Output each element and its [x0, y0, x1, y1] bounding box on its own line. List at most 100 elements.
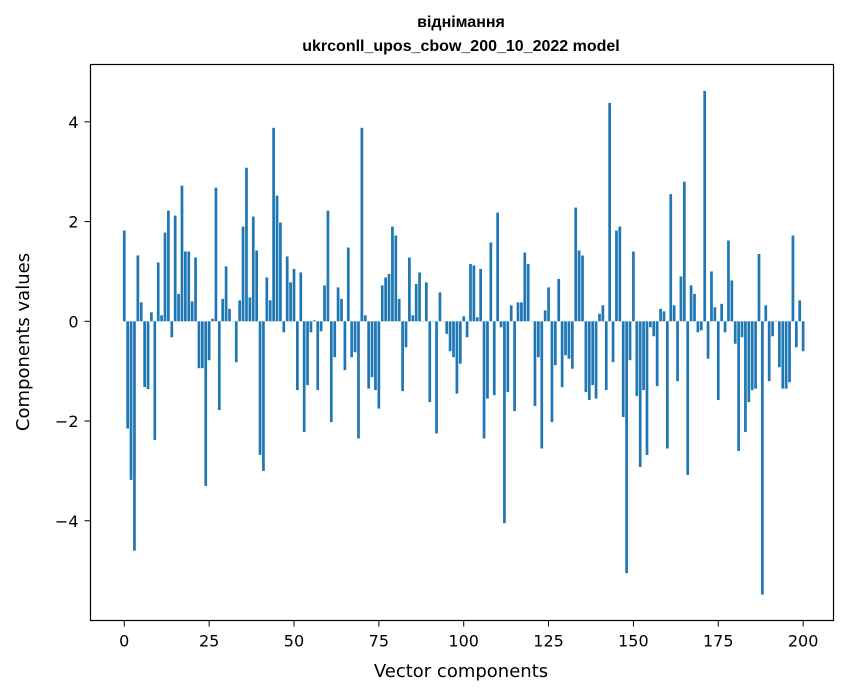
y-tick-label: −2 [55, 412, 79, 431]
bar-90 [428, 321, 432, 403]
bar-84 [408, 257, 411, 322]
bar-162 [672, 305, 676, 322]
bar-58 [319, 321, 323, 332]
bar-198 [794, 321, 798, 348]
bar-186 [754, 321, 757, 389]
bar-112 [503, 321, 506, 524]
bar-142 [604, 321, 608, 391]
chart-title: віднімання [417, 14, 505, 31]
bar-136 [584, 321, 588, 393]
bar-160 [665, 321, 669, 449]
bar-109 [492, 321, 496, 396]
bar-197 [791, 235, 795, 322]
plot-frame [89, 63, 835, 622]
bar-140 [598, 313, 601, 322]
bar-14 [170, 321, 174, 338]
bar-34 [238, 300, 242, 322]
bar-110 [496, 212, 499, 322]
bar-148 [625, 321, 628, 574]
bar-75 [377, 321, 381, 409]
bar-39 [255, 250, 259, 322]
bar-161 [669, 194, 673, 322]
bar-35 [241, 226, 245, 322]
x-tick-label: 175 [703, 632, 734, 651]
bar-143 [608, 102, 612, 322]
bar-30 [224, 266, 228, 322]
bar-89 [425, 282, 428, 322]
bar-183 [744, 321, 747, 433]
bar-175 [716, 321, 720, 401]
bar-189 [764, 305, 768, 322]
bar-50 [292, 268, 296, 322]
bar-95 [445, 321, 449, 334]
bar-47 [282, 321, 286, 333]
bar-176 [720, 303, 724, 322]
bar-172 [706, 321, 710, 359]
bar-182 [740, 321, 744, 338]
bar-174 [713, 307, 717, 322]
x-tick-label: 150 [618, 632, 649, 651]
bar-158 [659, 308, 662, 322]
x-axis: 0 25 50 75 100 125 150 175 200 [119, 620, 819, 651]
bar-52 [299, 272, 303, 322]
bar-29 [221, 298, 225, 322]
x-tick-label: 200 [788, 632, 819, 651]
bar-184 [747, 321, 751, 403]
bar-6 [143, 321, 146, 388]
bar-92 [435, 321, 438, 434]
bar-43 [268, 300, 272, 322]
bar-96 [448, 321, 452, 352]
bar-69 [357, 321, 360, 439]
x-tick-label: 25 [199, 632, 219, 651]
bar-167 [689, 285, 693, 322]
bar-28 [217, 321, 221, 411]
y-tick-label: 0 [68, 312, 78, 331]
x-tick-label: 0 [119, 632, 129, 651]
bar-98 [455, 321, 459, 394]
bar-86 [414, 283, 418, 322]
bar-170 [699, 321, 703, 331]
bar-115 [513, 321, 516, 412]
bar-24 [204, 321, 208, 486]
bar-66 [346, 247, 350, 322]
bar-71 [363, 315, 367, 322]
bar-77 [384, 277, 387, 322]
bar-33 [234, 321, 238, 363]
bar-79 [391, 226, 394, 322]
bar-150 [632, 251, 635, 322]
bar-146 [618, 226, 622, 322]
bar-53 [302, 321, 306, 433]
bar-19 [187, 251, 191, 322]
x-tick-label: 75 [369, 632, 389, 651]
bar-73 [370, 321, 374, 378]
bar-156 [652, 321, 656, 337]
bar-155 [649, 321, 652, 328]
bar-56 [312, 320, 316, 322]
bar-134 [577, 250, 581, 322]
bar-195 [784, 321, 788, 389]
bar-188 [761, 321, 764, 595]
bar-101 [465, 321, 469, 338]
x-axis-label: Vector components [374, 661, 548, 682]
bar-27 [214, 187, 218, 322]
bar-193 [778, 321, 781, 368]
bar-113 [506, 321, 510, 393]
bar-168 [693, 293, 696, 322]
bar-11 [160, 315, 163, 322]
bar-49 [289, 282, 292, 322]
chart-subtitle: ukrconll_upos_cbow_200_10_2022 model [302, 38, 619, 55]
bar-187 [757, 253, 761, 322]
bar-62 [333, 321, 337, 358]
bar-63 [336, 287, 340, 322]
bar-41 [262, 321, 265, 471]
bar-25 [207, 321, 211, 361]
bar-144 [611, 321, 615, 363]
bar-48 [285, 256, 289, 322]
bar-137 [587, 321, 591, 401]
bar-166 [686, 321, 690, 475]
bar-81 [397, 298, 401, 322]
bar-82 [401, 321, 404, 392]
bar-44 [272, 127, 275, 322]
bar-8 [150, 312, 153, 322]
